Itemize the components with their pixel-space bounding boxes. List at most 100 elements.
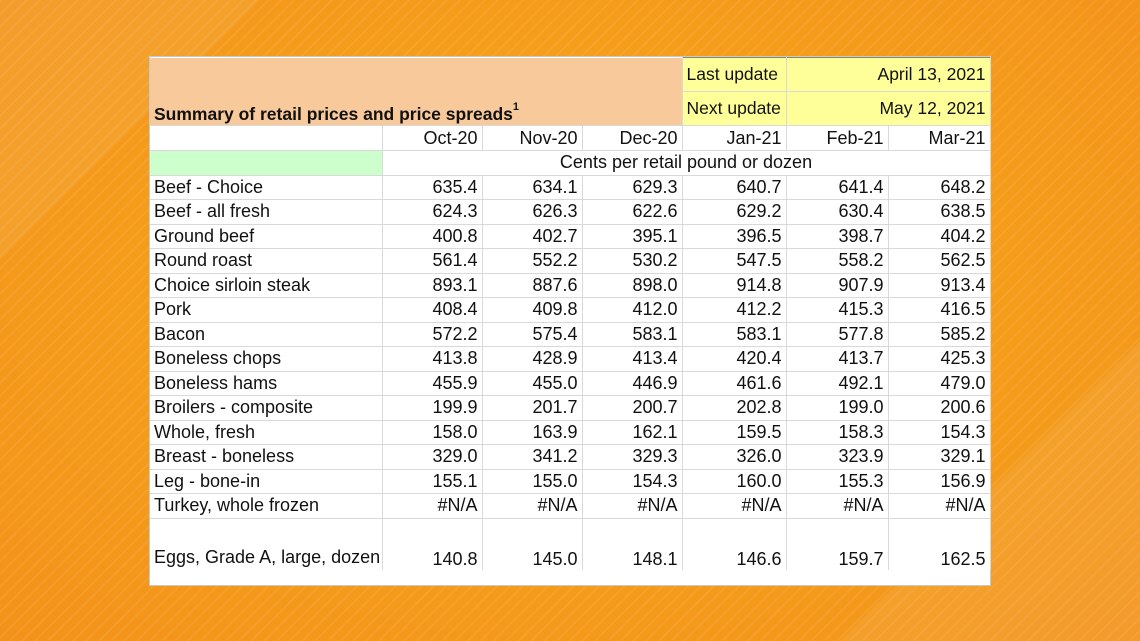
selected-cell[interactable] (150, 150, 383, 176)
column-header-mar-21: Mar-21 (888, 125, 991, 151)
value-cell: 630.4 (786, 199, 889, 225)
value-cell: 575.4 (482, 322, 583, 347)
value-cell: 638.5 (888, 199, 991, 225)
value-cell: #N/A (582, 493, 683, 519)
row-label: Boneless hams (150, 371, 383, 396)
value-cell: 561.4 (382, 248, 483, 274)
value-cell: 583.1 (682, 322, 787, 347)
value-cell: 552.2 (482, 248, 583, 274)
value-cell: 914.8 (682, 273, 787, 298)
value-cell: 577.8 (786, 322, 889, 347)
header-row-last-update: Summary of retail prices and price sprea… (150, 57, 991, 126)
value-cell: 341.2 (482, 444, 583, 470)
column-header-feb-21: Feb-21 (786, 125, 889, 151)
value-cell: 479.0 (888, 371, 991, 396)
value-cell: 148.1 (582, 518, 683, 570)
value-cell: 530.2 (582, 248, 683, 274)
value-cell: 160.0 (682, 469, 787, 494)
value-cell: 572.2 (382, 322, 483, 347)
value-cell: 402.7 (482, 224, 583, 249)
row-label: Breast - boneless (150, 444, 383, 470)
spreadsheet: Summary of retail prices and price sprea… (149, 56, 991, 586)
value-cell: 629.3 (582, 175, 683, 200)
last-update-value: April 13, 2021 (786, 57, 991, 92)
value-cell: 398.7 (786, 224, 889, 249)
value-cell: 140.8 (382, 518, 483, 570)
value-cell: 154.3 (888, 420, 991, 445)
value-cell: 412.0 (582, 297, 683, 323)
table-title-text: Summary of retail prices and price sprea… (154, 104, 513, 124)
value-cell: 562.5 (888, 248, 991, 274)
value-cell: 416.5 (888, 297, 991, 323)
value-cell: 629.2 (682, 199, 787, 225)
value-cell: 455.9 (382, 371, 483, 396)
value-cell: 558.2 (786, 248, 889, 274)
value-cell: 200.7 (582, 395, 683, 421)
row-label: Eggs, Grade A, large, dozen (150, 518, 383, 570)
price-table: Summary of retail prices and price sprea… (150, 57, 991, 570)
value-cell: 155.0 (482, 469, 583, 494)
value-cell: 446.9 (582, 371, 683, 396)
month-header-blank (150, 125, 383, 151)
value-cell: 199.0 (786, 395, 889, 421)
value-cell: 200.6 (888, 395, 991, 421)
row-label: Beef - Choice (150, 175, 383, 200)
value-cell: 412.2 (682, 297, 787, 323)
title-footnote-marker: 1 (512, 101, 520, 113)
value-cell: 159.5 (682, 420, 787, 445)
value-cell: 413.7 (786, 346, 889, 372)
table-row: Eggs, Grade A, large, dozen 140.8 145.0 148… (150, 518, 991, 570)
value-cell: #N/A (382, 493, 483, 519)
row-label: Whole, fresh (150, 420, 383, 445)
next-update-value: May 12, 2021 (786, 91, 991, 126)
value-cell: 635.4 (382, 175, 483, 200)
value-cell: 641.4 (786, 175, 889, 200)
value-cell: 154.3 (582, 469, 683, 494)
row-label: Boneless chops (150, 346, 383, 372)
value-cell: 155.3 (786, 469, 889, 494)
value-cell: 145.0 (482, 518, 583, 570)
value-cell: 626.3 (482, 199, 583, 225)
value-cell: 408.4 (382, 297, 483, 323)
table-row: Whole, fresh 158.0 163.9 162.1 159.5 158.3 154… (150, 420, 991, 445)
value-cell: 547.5 (682, 248, 787, 274)
table-row: Leg - bone-in 155.1 155.0 154.3 160.0 155.3 15… (150, 469, 991, 494)
value-cell: 583.1 (582, 322, 683, 347)
value-cell: #N/A (482, 493, 583, 519)
row-label: Ground beef (150, 224, 383, 249)
value-cell: 622.6 (582, 199, 683, 225)
column-header-oct-20: Oct-20 (382, 125, 483, 151)
value-cell: 329.3 (582, 444, 683, 470)
column-header-nov-20: Nov-20 (482, 125, 583, 151)
value-cell: 898.0 (582, 273, 683, 298)
value-cell: 323.9 (786, 444, 889, 470)
value-cell: 159.7 (786, 518, 889, 570)
row-label: Round roast (150, 248, 383, 274)
last-update-label: Last update (681, 57, 787, 92)
value-cell: 158.3 (786, 420, 889, 445)
header-row-next-update: Next update May 12, 2021 (150, 91, 991, 126)
row-label: Beef - all fresh (150, 199, 383, 225)
value-cell: 409.8 (482, 297, 583, 323)
value-cell: 624.3 (382, 199, 483, 225)
value-cell: #N/A (888, 493, 991, 519)
value-cell: 395.1 (582, 224, 683, 249)
value-cell: 413.4 (582, 346, 683, 372)
value-cell: 461.6 (682, 371, 787, 396)
table-row: Round roast 561.4 552.2 530.2 547.5 558.2 562.… (150, 248, 991, 274)
value-cell: 202.8 (682, 395, 787, 421)
value-cell: 634.1 (482, 175, 583, 200)
value-cell: 400.8 (382, 224, 483, 249)
row-label: Broilers - composite (150, 395, 383, 421)
value-cell: 887.6 (482, 273, 583, 298)
row-label: Pork (150, 297, 383, 323)
value-cell: 907.9 (786, 273, 889, 298)
value-cell: 455.0 (482, 371, 583, 396)
value-cell: 492.1 (786, 371, 889, 396)
value-cell: 163.9 (482, 420, 583, 445)
next-update-label: Next update (681, 91, 787, 126)
table-row: Boneless chops 413.8 428.9 413.4 420.4 413.7 4… (150, 346, 991, 372)
table-row: Turkey, whole frozen #N/A #N/A #N/A #N/A #N/A… (150, 493, 991, 519)
table-row: Ground beef 400.8 402.7 395.1 396.5 398.7 404.… (150, 224, 991, 249)
value-cell: 396.5 (682, 224, 787, 249)
